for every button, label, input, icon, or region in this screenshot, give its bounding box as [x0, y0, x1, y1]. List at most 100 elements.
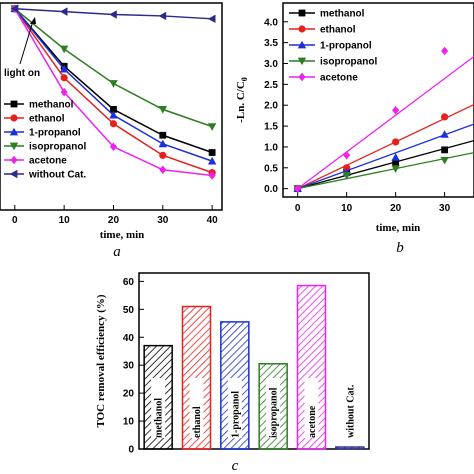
chart-a-legend: methanol ethanol 1-propanol isopropanol acet… [4, 100, 86, 181]
bar-label: methanol [154, 398, 165, 438]
data-point [59, 45, 69, 54]
data-point [109, 120, 118, 128]
legend-label: isopropanol [320, 57, 377, 68]
data-point [391, 165, 400, 173]
annotation-arrow [19, 20, 34, 65]
data-point [158, 11, 167, 21]
data-point [109, 80, 118, 88]
data-point [208, 149, 216, 156]
data-point [342, 171, 351, 180]
y-tick-label: 3.5 [264, 38, 278, 49]
legend-marker [10, 100, 18, 108]
x-tick-label: 0 [295, 203, 301, 214]
chart-a-annotation: light on [4, 68, 40, 79]
data-point [59, 7, 68, 16]
legend-marker [9, 169, 18, 179]
data-point [110, 105, 117, 113]
data-point [109, 142, 118, 151]
data-point [59, 64, 69, 73]
data-point [10, 4, 19, 13]
x-tick-label: 20 [108, 215, 120, 226]
data-point [207, 123, 217, 131]
y-tick-label: 3.0 [264, 59, 278, 70]
legend-marker [9, 142, 19, 151]
chart-b-ylabel: -Ln. C/C0 [235, 77, 249, 123]
chart-a-panel-label: a [113, 244, 121, 260]
data-point [109, 10, 117, 19]
legend-marker [297, 40, 307, 49]
y-tick-label: 40 [123, 333, 135, 344]
data-point [207, 14, 216, 24]
y-tick-label: 1.0 [264, 142, 278, 153]
data-point [392, 138, 400, 146]
data-point [294, 184, 302, 193]
data-point [391, 153, 400, 161]
data-point [440, 156, 449, 165]
legend-label: without Cat. [28, 170, 86, 181]
x-tick-label: 0 [12, 215, 18, 226]
y-tick-label: 30 [123, 361, 135, 372]
y-tick-label: 4.0 [264, 17, 278, 28]
x-tick-label: 30 [157, 215, 169, 226]
chart-a: 0 10 20 30 40 light on methanol ethanol 1-prop… [0, 2, 223, 260]
x-tick-label: 10 [341, 203, 353, 214]
data-point [159, 165, 167, 174]
y-tick-label: 2.0 [264, 101, 278, 112]
fit-line [297, 123, 474, 190]
legend-label: methanol [29, 100, 74, 111]
chart-c-frame [138, 272, 370, 450]
x-tick-label: 40 [207, 215, 219, 226]
data-point [158, 106, 167, 114]
y-tick-label: 10 [123, 417, 135, 428]
bar-label-bg [304, 378, 319, 438]
bar-label-bg [227, 378, 242, 438]
data-point [343, 151, 351, 160]
x-tick-label: 30 [439, 203, 451, 214]
legend-label: acetone [29, 156, 67, 167]
chart-b-legend: methanol ethanol 1-propanol isopropanol acet… [289, 9, 377, 84]
data-point [392, 106, 400, 115]
bar-label: 1-propanol [230, 391, 241, 438]
chart-c-panel-label: c [232, 458, 239, 474]
legend-marker [10, 155, 18, 165]
y-tick-label: 20 [123, 389, 135, 400]
legend-marker [298, 9, 306, 17]
data-point [440, 130, 449, 138]
chart-c-ylabel: TOC removal efficiency (%) [95, 294, 107, 427]
chart-b-frame [282, 2, 474, 198]
legend-label: ethanol [29, 114, 65, 125]
legend-marker [10, 114, 18, 122]
legend-marker [9, 127, 19, 136]
fit-line [297, 55, 474, 190]
data-point [392, 159, 400, 167]
chart-b: 0.0 0.5 1.0 1.5 2.0 2.5 3.0 3.5 4.0 0 10 20 30 metha… [235, 2, 474, 256]
legend-marker [297, 57, 307, 66]
bar-label: ethanol [192, 406, 203, 438]
x-tick-label: 10 [59, 215, 71, 226]
data-point [60, 87, 68, 97]
data-point [208, 171, 216, 180]
annotation-arrowhead [30, 17, 36, 24]
legend-label: methanol [320, 9, 365, 20]
data-point [159, 151, 167, 159]
bar [335, 446, 365, 450]
bar-label: isopropanol [269, 387, 280, 438]
y-tick-label: 60 [123, 277, 135, 288]
y-tick-label: 2.5 [264, 80, 278, 91]
data-point [441, 113, 449, 121]
y-tick-label: 50 [123, 305, 135, 316]
bar-label: without Cat. [345, 384, 356, 438]
data-point [158, 139, 167, 148]
y-tick-label: 1.5 [264, 122, 278, 133]
data-point [207, 156, 217, 165]
chart-b-xlabel: time, min [376, 222, 421, 234]
legend-label: isopropanol [29, 142, 86, 153]
y-tick-label: 0.5 [264, 163, 278, 174]
bar-label: acetone [307, 405, 318, 438]
legend-label: ethanol [320, 25, 356, 36]
bar-label-bg [266, 378, 281, 438]
bar-label-bg [189, 378, 204, 438]
x-tick-label: 20 [390, 203, 402, 214]
data-point [441, 46, 449, 56]
